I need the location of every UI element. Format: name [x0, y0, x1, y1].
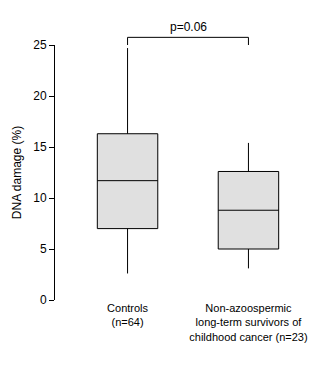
svg-text:DNA damage (%): DNA damage (%): [10, 126, 24, 219]
svg-text:15: 15: [33, 140, 47, 154]
svg-text:p=0.06: p=0.06: [170, 20, 207, 34]
svg-text:Non-azoospermiclong-term survi: Non-azoospermiclong-term survivors ofchi…: [189, 302, 307, 343]
svg-text:10: 10: [33, 191, 47, 205]
svg-text:20: 20: [33, 89, 47, 103]
svg-text:25: 25: [33, 38, 47, 52]
svg-text:Controls(n=64): Controls(n=64): [107, 302, 148, 328]
svg-text:0: 0: [40, 293, 47, 307]
svg-text:5: 5: [40, 242, 47, 256]
